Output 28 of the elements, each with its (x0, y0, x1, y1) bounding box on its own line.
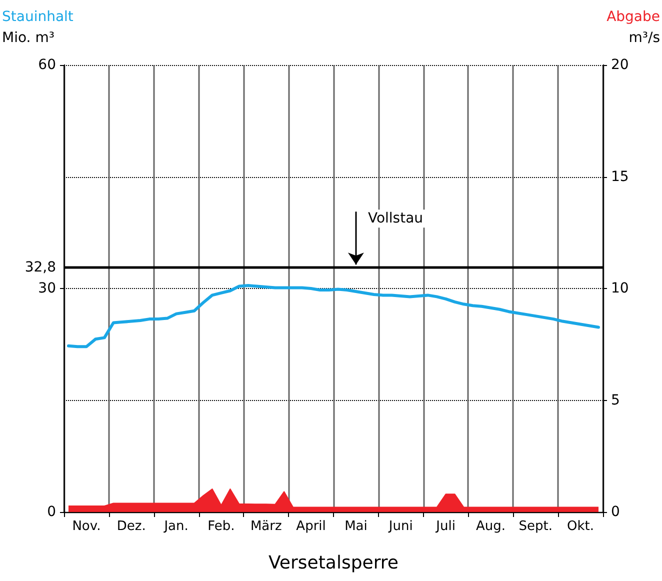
x-tick-label: Aug. (476, 519, 506, 534)
x-tick-label: Jan. (163, 519, 188, 534)
x-tick-label: Dez. (116, 519, 146, 534)
y2-tick-label: 15 (611, 168, 629, 185)
annotation: Vollstau (368, 210, 424, 227)
x-tick-label: Okt. (567, 519, 594, 534)
x-tick-label: Mai (344, 519, 368, 534)
x-tick-label: Juli (435, 519, 456, 534)
y-tick-label: 30 (38, 280, 56, 296)
text: Stauinhalt (2, 9, 74, 25)
y2-axis-title: m³/s (628, 30, 660, 46)
x-tick-label: Sept. (518, 519, 552, 534)
x-tick-label: Feb. (208, 519, 235, 534)
y2-tick-label: 20 (611, 57, 629, 73)
x-tick-label: März (250, 519, 282, 534)
y2-tick-label: 10 (611, 280, 629, 296)
y2-tick-label: 5 (611, 392, 620, 408)
text: Abgabe (606, 9, 660, 25)
line-series (66, 284, 600, 348)
x-tick-label: Juni (388, 519, 413, 534)
y-axis-title: Mio. m³ (2, 30, 54, 46)
y-tick-label: 0 (47, 504, 56, 520)
x-tick-label: Nov. (72, 519, 101, 534)
y2-tick-label: 0 (611, 504, 620, 520)
x-tick-label: April (296, 519, 326, 534)
y-tick-label: 60 (38, 57, 56, 73)
x-axis-title: Versetalsperre (268, 552, 398, 574)
ref-line-label: 32,8 (24, 260, 56, 276)
